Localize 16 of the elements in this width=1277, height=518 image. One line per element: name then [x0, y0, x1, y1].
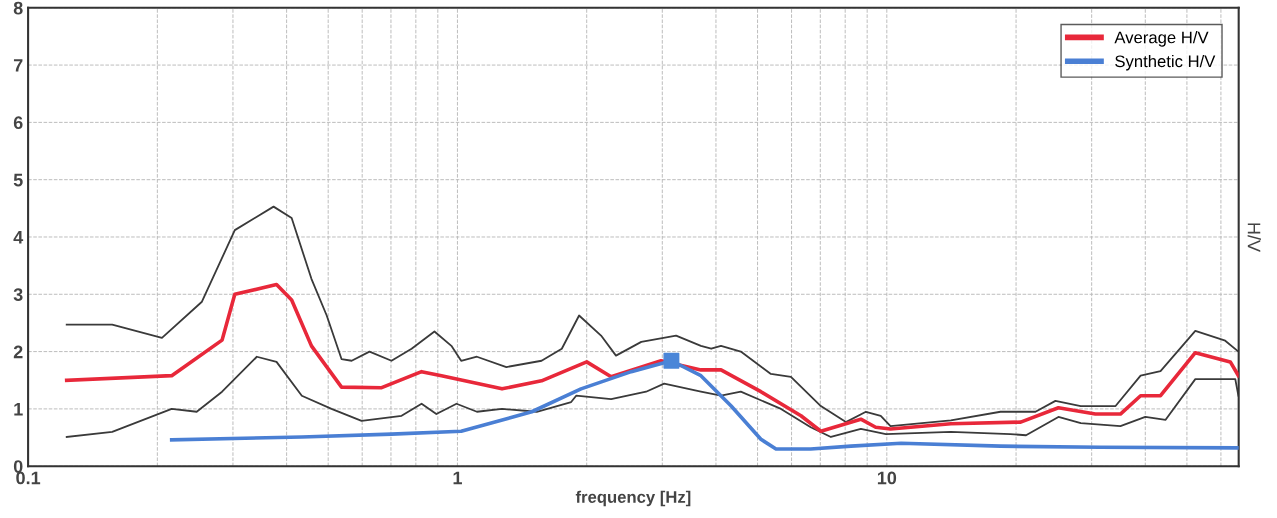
x-axis-title: frequency [Hz] [575, 490, 691, 507]
y-tick-label: 2 [13, 345, 23, 359]
y-tick-label: 0 [13, 460, 23, 473]
y-tick-label: 7 [13, 59, 23, 72]
y-axis-title: H/V [1247, 223, 1261, 252]
legend-label: Average H/V [1114, 31, 1209, 47]
x-tick-label: 10 [877, 471, 897, 485]
y-tick-label: 1 [14, 403, 23, 416]
y-tick-label: 4 [13, 231, 24, 244]
x-tick-label: 1 [453, 471, 462, 485]
y-tick-label: 8 [13, 1, 23, 15]
y-tick-label: 3 [13, 288, 23, 302]
legend-label: Synthetic H/V [1115, 54, 1216, 71]
x-tick-label: 0.1 [16, 471, 41, 485]
y-tick-label: 6 [13, 116, 23, 130]
y-tick-label: 5 [13, 173, 23, 187]
